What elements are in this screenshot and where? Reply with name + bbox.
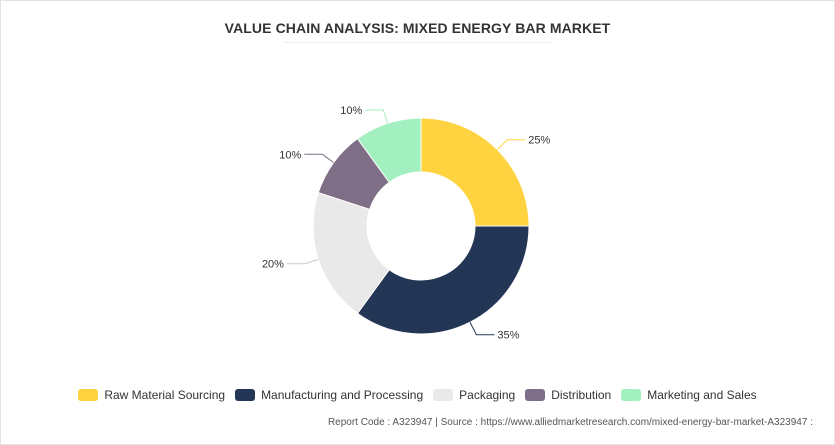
legend-swatch xyxy=(235,389,256,401)
leader-marketing-and-sales xyxy=(365,109,389,124)
leader-packaging xyxy=(286,258,319,265)
legend-label: Packaging xyxy=(459,388,516,402)
data-label-marketing-and-sales: 10% xyxy=(340,105,362,117)
legend-label: Distribution xyxy=(551,388,612,402)
legend-item-raw-material-sourcing[interactable]: Raw Material Sourcing xyxy=(78,388,225,402)
leader-distribution xyxy=(304,153,334,163)
data-label-raw-material-sourcing: 25% xyxy=(528,135,550,147)
slice-manufacturing-and-processing[interactable] xyxy=(356,225,530,335)
chart-legend: Raw Material Sourcing Manufacturing and P… xyxy=(0,386,835,404)
data-label-distribution: 10% xyxy=(279,149,301,161)
leader-raw-material-sourcing xyxy=(497,139,526,150)
leader-manufacturing-and-processing xyxy=(469,322,495,336)
slice-marketing-and-sales[interactable] xyxy=(356,117,422,184)
legend-swatch xyxy=(525,389,546,401)
source-footer: Report Code : A323947 | Source : https:/… xyxy=(327,417,813,428)
legend-item-marketing-and-sales[interactable]: Marketing and Sales xyxy=(621,388,757,402)
legend-swatch xyxy=(78,389,99,401)
legend-swatch xyxy=(433,389,454,401)
chart-title: VALUE CHAIN ANALYSIS: MIXED ENERGY BAR M… xyxy=(224,20,611,36)
legend-label: Manufacturing and Processing xyxy=(261,388,424,402)
title-underline xyxy=(283,42,553,43)
legend-item-manufacturing-and-processing[interactable]: Manufacturing and Processing xyxy=(235,388,423,402)
legend-label: Marketing and Sales xyxy=(647,388,757,402)
legend-item-packaging[interactable]: Packaging xyxy=(433,388,515,402)
legend-swatch xyxy=(621,389,642,401)
data-label-packaging: 20% xyxy=(262,259,284,271)
legend-item-distribution[interactable]: Distribution xyxy=(525,388,611,402)
data-label-manufacturing-and-processing: 35% xyxy=(497,330,519,342)
slice-raw-material-sourcing[interactable] xyxy=(420,117,530,227)
legend-label: Raw Material Sourcing xyxy=(104,388,226,402)
